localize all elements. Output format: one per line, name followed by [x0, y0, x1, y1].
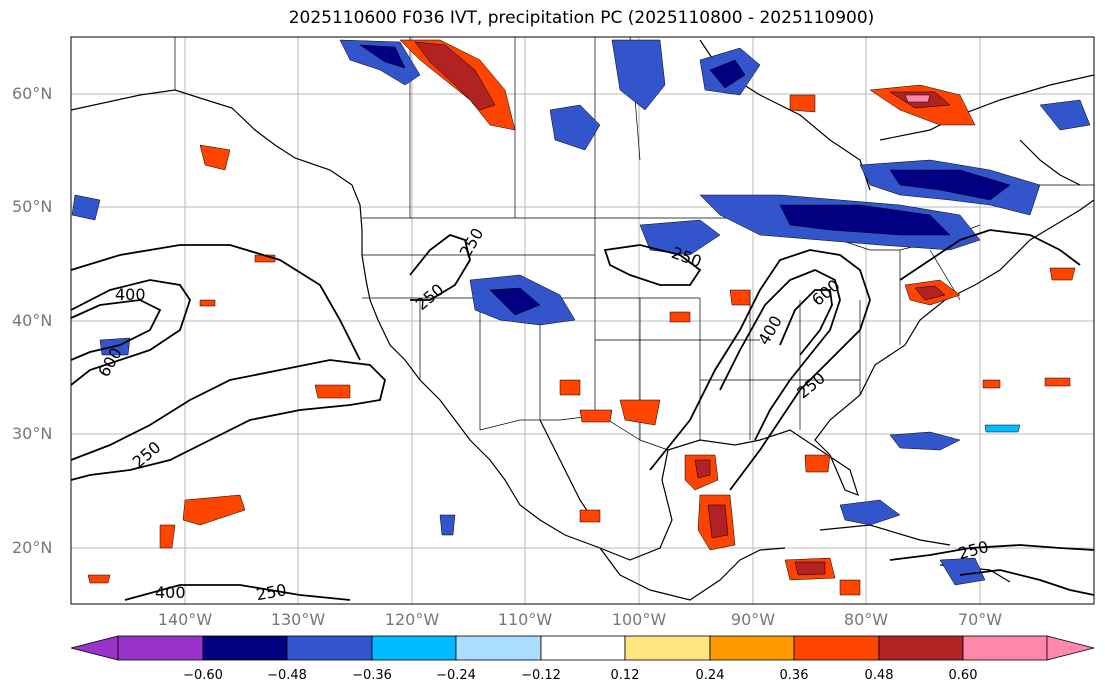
colorbar-bin [117, 635, 204, 661]
colorbar-tick: −0.48 [267, 668, 307, 683]
colorbar-tick: −0.60 [183, 668, 223, 683]
contour-label: 400 [115, 285, 146, 304]
ivt-contours [70, 229, 1095, 601]
colorbar-bin [962, 635, 1048, 661]
lon-label-90w: 90°W [730, 610, 776, 629]
colorbar-tick: 0.24 [695, 668, 725, 683]
lon-label-70w: 70°W [957, 610, 1003, 629]
lat-label-30n: 30°N [12, 424, 53, 443]
lon-label-130w: 130°W [270, 610, 326, 629]
colorbar-tick: 0.12 [610, 668, 640, 683]
lat-label-60n: 60°N [12, 84, 53, 103]
colorbar-bin [624, 635, 711, 661]
colorbar-tick: 0.36 [779, 668, 809, 683]
colorbar-bin [793, 635, 880, 661]
contour-label: 400 [155, 583, 186, 602]
colorbar-tick: −0.36 [352, 668, 392, 683]
colorbar-under-arrow [70, 635, 119, 661]
colorbar-tick: 0.60 [948, 668, 978, 683]
colorbar-bin [371, 635, 457, 661]
colorbar-bin [286, 635, 373, 661]
colorbar-tick: −0.12 [521, 668, 561, 683]
colorbar-bin [202, 635, 288, 661]
lon-label-140w: 140°W [157, 610, 213, 629]
colorbar-tick: −0.24 [436, 668, 476, 683]
coastlines [70, 39, 1095, 601]
map-title: 2025110600 F036 IVT, precipitation PC (2… [288, 8, 875, 28]
precip-shading [71, 39, 1091, 596]
lat-label-20n: 20°N [12, 538, 53, 557]
map-border [70, 36, 1095, 605]
colorbar-over-arrow [1046, 635, 1095, 661]
lon-label-110w: 110°W [497, 610, 553, 629]
colorbar-bin [709, 635, 795, 661]
lon-label-100w: 100°W [611, 610, 667, 629]
colorbar-bin [878, 635, 964, 661]
colorbar-bin [455, 635, 542, 661]
lat-label-50n: 50°N [12, 197, 53, 216]
lat-label-40n: 40°N [12, 311, 53, 330]
lon-label-80w: 80°W [843, 610, 889, 629]
lon-label-120w: 120°W [384, 610, 440, 629]
colorbar [70, 635, 1095, 661]
colorbar-bin [540, 635, 626, 661]
colorbar-tick: 0.48 [864, 668, 894, 683]
